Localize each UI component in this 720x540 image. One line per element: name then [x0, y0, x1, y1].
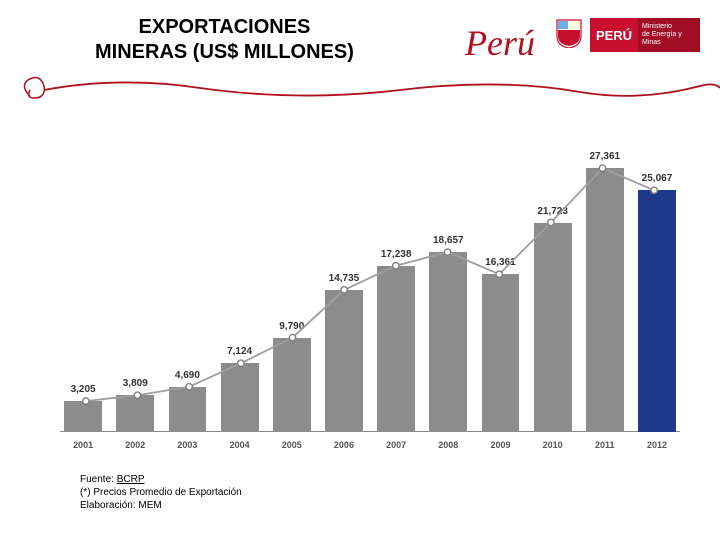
footer-note: (*) Precios Promedio de Exportación	[80, 486, 242, 499]
bar-group: 3,2052001	[60, 401, 106, 432]
bar-group: 21,7232010	[530, 223, 576, 432]
bar	[169, 387, 207, 432]
year-label: 2004	[230, 440, 250, 450]
year-label: 2003	[177, 440, 197, 450]
year-label: 2002	[125, 440, 145, 450]
chart-footer: Fuente: BCRP (*) Precios Promedio de Exp…	[80, 473, 242, 512]
footer-elab: Elaboración: MEM	[80, 499, 242, 512]
bar	[429, 252, 467, 432]
bar-value-label: 21,723	[537, 206, 568, 217]
bar-group: 4,6902003	[164, 387, 210, 432]
bar-group: 7,1242004	[217, 363, 263, 432]
bar	[273, 338, 311, 432]
mining-exports-chart: 3,20520013,80920024,69020037,12420049,79…	[60, 150, 680, 460]
bar	[377, 266, 415, 432]
year-label: 2009	[490, 440, 510, 450]
logo-ministry: Ministerio de Energía y Minas	[638, 18, 700, 52]
logo-country: PERÚ	[590, 18, 638, 52]
year-label: 2011	[595, 440, 615, 450]
bar-value-label: 18,657	[433, 235, 464, 246]
bar	[482, 274, 520, 432]
bar-value-label: 3,205	[71, 384, 96, 395]
bar-value-label: 3,809	[123, 378, 148, 389]
year-label: 2007	[386, 440, 406, 450]
footer-source: Fuente: BCRP	[80, 473, 242, 486]
bar-group: 25,0672012	[634, 190, 680, 432]
bar-group: 14,7352006	[321, 290, 367, 432]
bar	[325, 290, 363, 432]
title-line2: MINERAS (US$ MILLONES)	[95, 41, 354, 63]
bar-value-label: 14,735	[329, 273, 360, 284]
bar-value-label: 27,361	[590, 151, 621, 162]
bar	[534, 223, 572, 432]
bar	[64, 401, 102, 432]
chart-title: EXPORTACIONES MINERAS (US$ MILLONES)	[95, 15, 354, 65]
ministry-logo: PERÚ Ministerio de Energía y Minas	[590, 18, 700, 52]
year-label: 2012	[647, 440, 667, 450]
bar-value-label: 9,790	[279, 321, 304, 332]
year-label: 2008	[438, 440, 458, 450]
bar-container: 3,20520013,80920024,69020037,12420049,79…	[60, 162, 680, 432]
bar-value-label: 16,361	[485, 257, 516, 268]
bar-value-label: 4,690	[175, 370, 200, 381]
bar-value-label: 17,238	[381, 249, 412, 260]
bar-group: 16,3612009	[477, 274, 523, 432]
bar	[116, 395, 154, 432]
bar-group: 17,2382007	[373, 266, 419, 432]
peru-shield-icon	[555, 18, 583, 48]
peru-brand-script: Perú	[465, 22, 535, 64]
bar-group: 18,6572008	[425, 252, 471, 432]
year-label: 2006	[334, 440, 354, 450]
title-line1: EXPORTACIONES	[139, 16, 311, 38]
bar-group: 9,7902005	[269, 338, 315, 432]
bar-value-label: 25,067	[642, 173, 673, 184]
decorative-wave	[0, 68, 720, 118]
bar	[221, 363, 259, 432]
year-label: 2001	[73, 440, 93, 450]
year-label: 2010	[543, 440, 563, 450]
bar-group: 27,3612011	[582, 168, 628, 432]
bar-value-label: 7,124	[227, 346, 252, 357]
year-label: 2005	[282, 440, 302, 450]
bar	[638, 190, 676, 432]
bar	[586, 168, 624, 432]
bar-group: 3,8092002	[112, 395, 158, 432]
